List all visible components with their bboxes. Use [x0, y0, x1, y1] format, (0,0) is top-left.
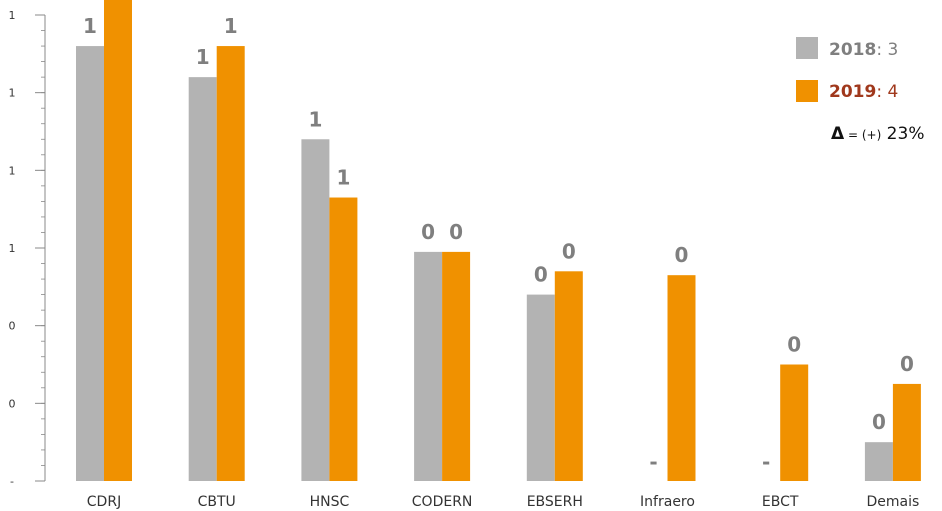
value-label-2018-ebserh: 0 — [534, 263, 548, 287]
bar-2019-infraero — [667, 275, 696, 481]
value-label-2018-ebct: - — [762, 450, 770, 474]
x-tick-label-demais: Demais — [867, 494, 920, 510]
delta-sign: (+) — [862, 128, 881, 142]
x-tick-label-ebserh: EBSERH — [527, 494, 583, 510]
bar-2018-codern — [414, 251, 443, 481]
value-label-2018-codern: 0 — [421, 220, 435, 244]
x-tick-label-infraero: Infraero — [640, 494, 695, 510]
x-tick-label-hnsc: HNSC — [310, 494, 350, 510]
legend-sep-2018: : — [876, 40, 882, 60]
x-tick-label-codern: CODERN — [412, 494, 473, 510]
bar-2019-cdrj — [104, 0, 132, 481]
legend: 2018: 3 2019: 4 Δ = (+) 23% — [796, 37, 924, 144]
value-label-2018-cdrj: 1 — [83, 14, 97, 38]
value-label-2019-cbtu: 1 — [224, 14, 238, 38]
legend-delta: Δ = (+) 23% — [831, 124, 924, 144]
bar-2019-ebct — [780, 364, 809, 481]
value-label-2019-infraero: 0 — [675, 243, 689, 267]
x-axis-labels: CDRJ CBTU HNSC CODERN EBSERH Infraero EBCT Dema… — [87, 494, 920, 510]
bar-2019-hnsc — [329, 197, 358, 481]
x-tick-label-ebct: EBCT — [762, 494, 799, 510]
bar-2018-ebserh — [526, 294, 555, 481]
bar-2019-demais — [892, 383, 921, 481]
bar-2018-cbtu — [188, 77, 217, 481]
legend-value-2019: 4 — [882, 82, 898, 102]
y-axis: - 0 0 1 1 1 1 — [9, 9, 46, 488]
y-tick-label: 1 — [9, 242, 16, 255]
value-label-2019-hnsc: 1 — [336, 166, 350, 190]
value-label-2018-cbtu: 1 — [196, 45, 210, 69]
y-tick-label: 1 — [9, 164, 16, 177]
legend-entry-2018: 2018: 3 — [829, 40, 898, 60]
value-label-2019-codern: 0 — [449, 220, 463, 244]
bar-2018-hnsc — [301, 139, 330, 481]
bar-2019-cbtu — [216, 46, 245, 482]
bar-2019-codern — [442, 251, 471, 481]
value-label-2019-demais: 0 — [900, 352, 914, 376]
value-label-2018-hnsc: 1 — [308, 107, 322, 131]
delta-symbol: Δ — [831, 124, 845, 144]
bars — [76, 0, 921, 482]
legend-swatch-2018 — [796, 37, 818, 59]
legend-entry-2019: 2019: 4 — [829, 82, 898, 102]
legend-swatch-2019 — [796, 80, 818, 102]
x-tick-label-cbtu: CBTU — [198, 494, 236, 510]
y-tick-label: 1 — [9, 9, 16, 22]
bar-2018-cdrj — [76, 46, 104, 482]
bar-2019-ebserh — [554, 271, 583, 481]
x-tick-label-cdrj: CDRJ — [87, 494, 121, 510]
delta-value: 23% — [881, 124, 924, 144]
y-tick-label: 1 — [9, 87, 16, 100]
y-tick-label: - — [10, 475, 14, 488]
legend-year-2018: 2018 — [829, 40, 876, 60]
legend-value-2018: 3 — [882, 40, 898, 60]
value-label-2018-infraero: - — [649, 450, 657, 474]
value-label-2018-demais: 0 — [872, 410, 886, 434]
bar-2018-demais — [864, 442, 893, 481]
legend-year-2019: 2019 — [829, 82, 876, 102]
delta-eq: = — [844, 128, 862, 142]
value-label-2019-ebserh: 0 — [562, 239, 576, 263]
legend-sep-2019: : — [876, 82, 882, 102]
y-tick-label: 0 — [9, 397, 16, 410]
value-label-2019-ebct: 0 — [787, 333, 801, 357]
y-tick-label: 0 — [9, 320, 16, 333]
